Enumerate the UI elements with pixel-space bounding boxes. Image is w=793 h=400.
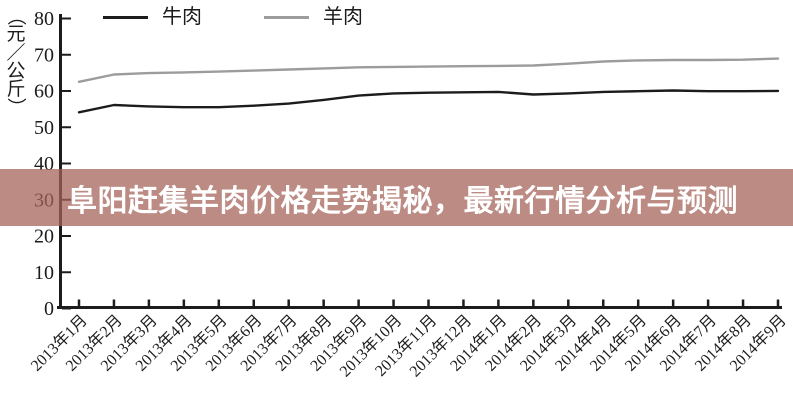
mutton-price-line	[77, 57, 780, 84]
legend-label-mutton: 羊肉	[323, 6, 363, 28]
y-unit-char: 公	[6, 61, 25, 82]
beef-line-swatch	[103, 15, 148, 19]
y-tick-label: 70	[34, 44, 54, 66]
y-tick-label: 80	[34, 8, 54, 30]
y-tick-label: 10	[34, 262, 54, 284]
y-unit-char: （	[5, 6, 27, 25]
y-tick-label: 60	[34, 81, 54, 103]
legend-item-mutton: 羊肉	[264, 7, 363, 27]
y-unit-char: 斤	[6, 78, 25, 100]
y-tick-label: 20	[34, 226, 54, 248]
legend-label-beef: 牛肉	[162, 6, 202, 28]
y-unit-char: 元	[6, 24, 25, 45]
mutton-line-swatch	[264, 15, 309, 19]
y-unit-char: ）	[5, 97, 27, 116]
beef-price-line	[77, 89, 780, 114]
y-tick-label: 0	[44, 298, 54, 320]
headline-text: 阜阳赶集羊肉价格走势揭秘，最新行情分析与预测	[67, 184, 738, 218]
headline-banner: 阜阳赶集羊肉价格走势揭秘，最新行情分析与预测	[0, 169, 793, 226]
chart-legend: 牛肉 羊肉	[103, 7, 363, 27]
y-unit-char: ／	[6, 42, 25, 64]
legend-item-beef: 牛肉	[103, 7, 202, 27]
y-tick-label: 50	[34, 117, 54, 139]
